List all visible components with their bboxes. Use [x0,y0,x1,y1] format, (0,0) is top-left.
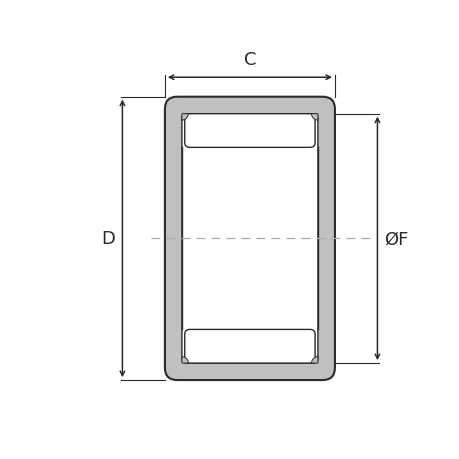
FancyBboxPatch shape [181,114,317,363]
Polygon shape [181,357,188,363]
Text: D: D [101,230,115,248]
Text: C: C [243,51,256,69]
Polygon shape [311,357,317,363]
FancyBboxPatch shape [185,114,314,148]
Polygon shape [311,114,317,121]
Polygon shape [181,114,188,121]
FancyBboxPatch shape [164,97,334,380]
Text: ØF: ØF [384,230,408,248]
FancyBboxPatch shape [185,330,314,363]
